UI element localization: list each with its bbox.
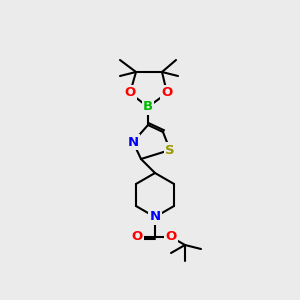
- Text: S: S: [165, 143, 175, 157]
- Text: O: O: [124, 86, 136, 100]
- Text: B: B: [143, 100, 153, 113]
- Text: N: N: [149, 211, 161, 224]
- Text: N: N: [128, 136, 139, 148]
- Text: O: O: [161, 86, 172, 100]
- Text: O: O: [165, 230, 177, 244]
- Text: O: O: [131, 230, 142, 244]
